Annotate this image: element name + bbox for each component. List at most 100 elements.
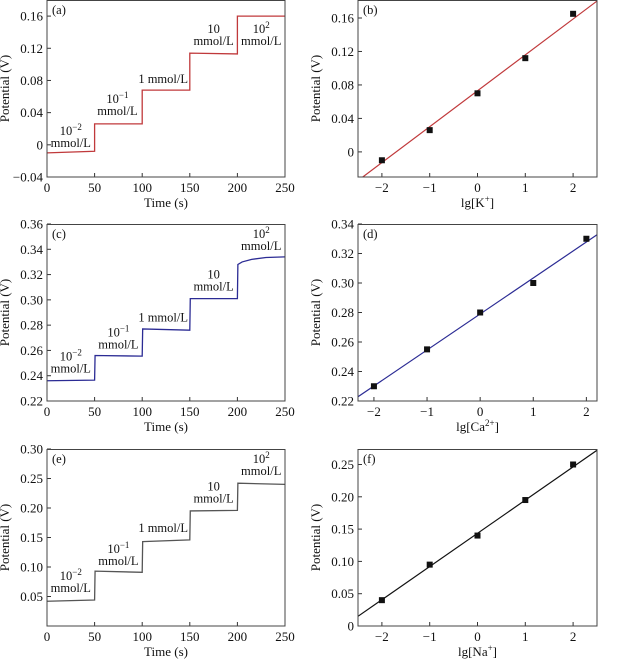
panel-a: 0 50 100 150 200 250−0.0400.040.080.120.1610−…	[0, 0, 295, 210]
y-tick-label: 0.16	[331, 10, 354, 25]
annotation-base: 1 mmol/L	[138, 72, 188, 86]
step-annotation: 10−1	[106, 90, 128, 106]
y-tick-label: 0.10	[331, 554, 354, 569]
fit-line	[358, 234, 597, 398]
y-axis-label: Potential (V)	[0, 55, 12, 123]
annotation-exponent: 2	[265, 450, 270, 460]
panel-label: (b)	[363, 3, 378, 17]
x-tick-label: 0	[474, 180, 481, 195]
y-tick-label: 0.36	[20, 217, 43, 232]
y-tick-label: 0.32	[20, 267, 43, 282]
data-point	[370, 383, 377, 390]
x-tick-label: 100	[132, 629, 152, 644]
annotation-exponent: 2	[265, 225, 270, 235]
x-tick-label: 250	[275, 404, 295, 419]
y-axis-label: Potential (V)	[308, 504, 323, 572]
y-axis-label: Potential (V)	[0, 504, 12, 572]
plot-area	[47, 256, 285, 382]
step-annotation: 1 mmol/L	[138, 72, 188, 86]
x-label-bracket: ]	[490, 195, 494, 210]
y-tick-label: 0.05	[20, 589, 43, 604]
x-tick-label: 2	[570, 629, 577, 644]
y-tick-label: 0.08	[20, 73, 43, 88]
x-tick-label: 200	[228, 404, 248, 419]
y-tick-label: 0.26	[331, 335, 354, 350]
x-axis-label: Time (s)	[144, 644, 188, 659]
annotation-base: 10	[253, 452, 266, 466]
data-point	[378, 157, 385, 164]
x-tick-label: 0	[474, 629, 481, 644]
y-tick-label: 0.34	[331, 217, 354, 232]
panel-d: −2 −1 0 1 2 0.22 0.24 0.26 0.28 0.30 0.32 0.34 (d) lg…	[308, 217, 598, 434]
panel-c: 0 50 100 150 200 250 0.22 0.24 0.26 0.28 0.30 0.32 0…	[0, 217, 295, 435]
x-tick-label: −2	[375, 629, 389, 644]
panel-e: 0 50 100 150 200 250 0.05 0.10 0.15 0.20 0.25 0.30 1…	[0, 442, 295, 659]
x-tick-label: −2	[375, 180, 389, 195]
y-tick-label: 0.34	[20, 242, 43, 257]
x-label-bracket: ]	[495, 419, 499, 434]
y-tick-label: 0.30	[331, 276, 354, 291]
annotation-unit: mmol/L	[51, 362, 91, 376]
y-tick-label: 0	[348, 144, 355, 159]
y-axis-label: Potential (V)	[0, 279, 12, 347]
y-tick-label: 0.10	[20, 560, 43, 575]
x-tick-label: 0	[44, 404, 51, 419]
plot-frame	[357, 449, 598, 627]
plot-frame	[357, 0, 598, 178]
annotation-exponent: −2	[72, 567, 82, 577]
x-label-superscript: +	[488, 643, 493, 653]
x-tick-label: 100	[132, 404, 152, 419]
y-tick-label: 0.30	[20, 442, 43, 457]
y-tick-label: 0.22	[20, 394, 43, 409]
x-tick-label: 250	[275, 180, 295, 195]
y-tick-label: 0.24	[20, 368, 43, 383]
panel-label: (f)	[363, 452, 376, 466]
y-axis-label: Potential (V)	[308, 55, 323, 123]
x-axis-label: Time (s)	[144, 419, 188, 434]
annotation-base: 10	[60, 350, 73, 364]
x-label-text: lg[Ca	[456, 419, 485, 434]
y-tick-label: 0.20	[20, 501, 43, 516]
x-tick-label: 0	[44, 629, 51, 644]
x-tick-label: 200	[228, 180, 248, 195]
annotation-exponent: −2	[72, 122, 82, 132]
annotation-unit: mmol/L	[241, 464, 281, 478]
x-tick-label: 250	[275, 629, 295, 644]
x-tick-label: 1	[530, 404, 537, 419]
x-tick-label: 1	[522, 180, 529, 195]
step-annotation: 10−1	[107, 324, 129, 340]
x-label-text: lg[K	[461, 195, 485, 210]
x-tick-label: −1	[423, 180, 437, 195]
annotation-exponent: −1	[120, 324, 130, 334]
panel-label: (d)	[363, 227, 378, 241]
annotation-exponent: −1	[120, 540, 130, 550]
y-tick-label: 0.25	[331, 457, 354, 472]
y-tick-label: 0.30	[20, 292, 43, 307]
data-point	[378, 597, 385, 604]
plot-area	[47, 15, 285, 154]
x-axis-label: lg[Na+]	[458, 643, 497, 659]
step-annotation: 1 mmol/L	[138, 310, 188, 324]
x-tick-label: −1	[420, 404, 434, 419]
x-label-superscript: 2+	[485, 418, 495, 428]
data-point	[474, 532, 481, 539]
annotation-base: 10	[107, 542, 120, 556]
annotation-base: 10	[253, 227, 266, 241]
annotation-base: 10	[207, 22, 220, 36]
y-tick-label: 0.15	[331, 522, 354, 537]
y-tick-label: 0.08	[331, 77, 354, 92]
annotation-base: 10	[60, 124, 73, 138]
x-tick-label: 50	[88, 180, 101, 195]
y-tick-label: 0.04	[20, 105, 43, 120]
y-tick-label: 0.24	[331, 364, 354, 379]
x-tick-label: 1	[522, 629, 529, 644]
x-label-superscript: +	[485, 194, 490, 204]
annotation-exponent: −1	[119, 90, 129, 100]
annotation-base: 10	[207, 267, 220, 281]
y-tick-label: 0.22	[331, 394, 354, 409]
annotation-unit: mmol/L	[193, 34, 233, 48]
series-line	[47, 482, 285, 602]
annotation-unit: mmol/L	[241, 239, 281, 253]
annotation-unit: mmol/L	[51, 581, 91, 595]
y-tick-label: 0.12	[331, 44, 354, 59]
